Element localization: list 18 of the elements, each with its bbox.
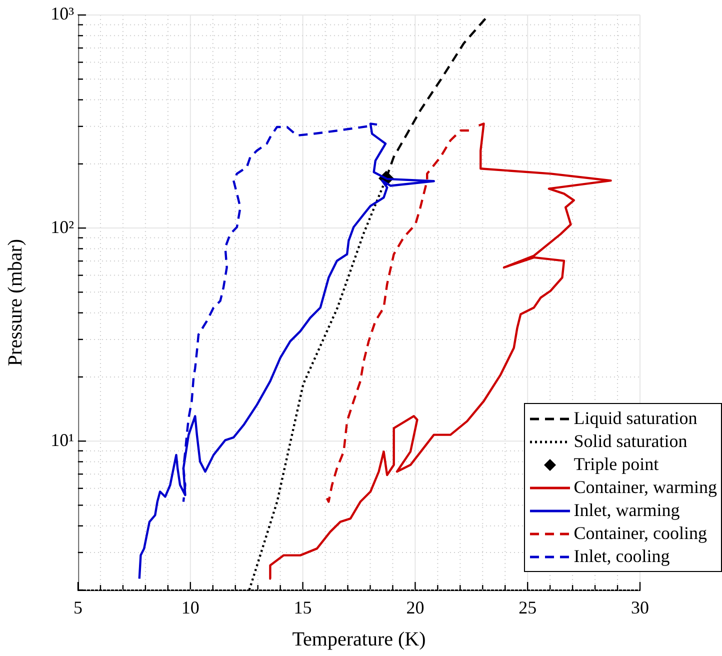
x-axis-title: Temperature (K) bbox=[292, 628, 426, 650]
x-tick-label: 15 bbox=[294, 598, 312, 618]
legend-label: Triple point bbox=[574, 453, 659, 476]
y-tick-label: 10³ bbox=[50, 4, 75, 24]
y-axis-title: Pressure (mbar) bbox=[4, 238, 26, 366]
legend-label: Inlet, warming bbox=[574, 499, 680, 522]
x-tick-label: 5 bbox=[74, 598, 82, 618]
x-tick-label: 30 bbox=[631, 598, 649, 618]
legend-label: Liquid saturation bbox=[574, 407, 698, 430]
legend-label: Container, warming bbox=[574, 476, 717, 499]
x-tick-label: 10 bbox=[181, 598, 200, 618]
y-tick-label: 10² bbox=[50, 216, 74, 237]
x-tick-label: 25 bbox=[518, 598, 537, 618]
legend-label: Solid saturation bbox=[574, 430, 688, 453]
y-tick-label: 10¹ bbox=[50, 430, 74, 450]
legend-label: Container, cooling bbox=[574, 522, 708, 545]
legend-label: Inlet, cooling bbox=[574, 545, 670, 568]
x-tick-label: 20 bbox=[406, 598, 424, 618]
